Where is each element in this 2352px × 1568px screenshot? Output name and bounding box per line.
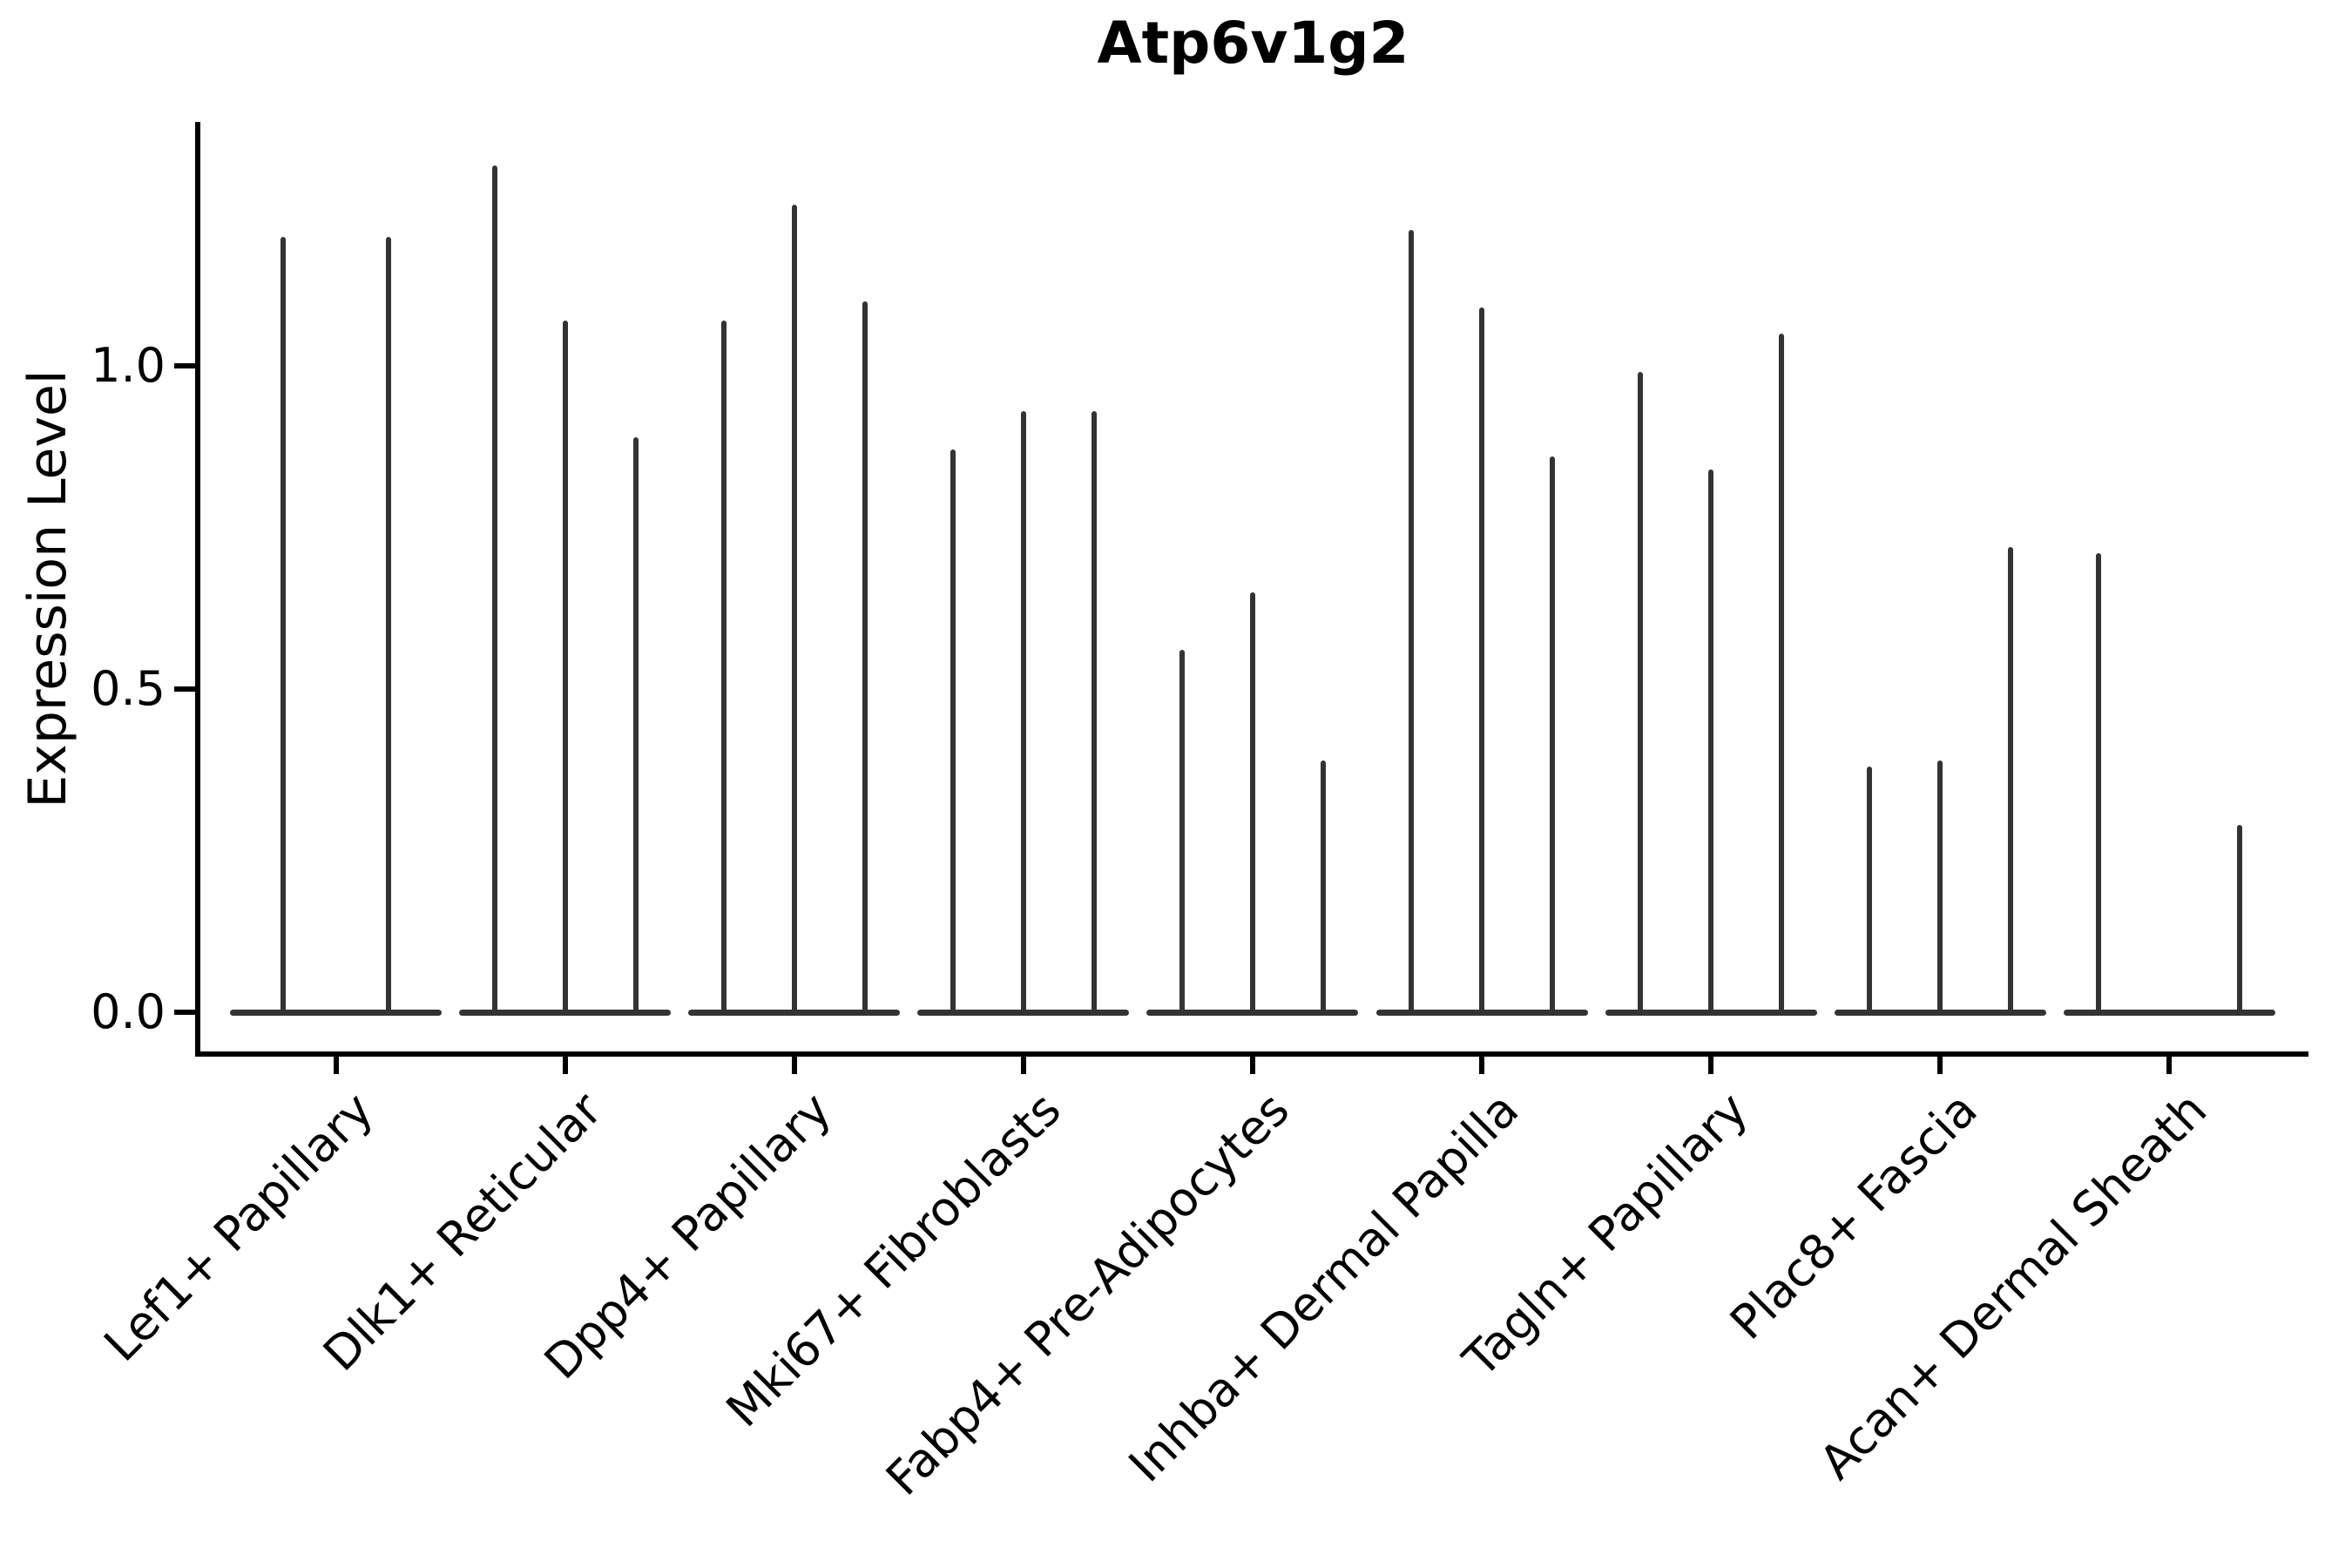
violin-spike xyxy=(1638,372,1644,1015)
violin-baseline xyxy=(2063,1009,2275,1016)
violin-spike xyxy=(950,449,956,1015)
violin-spike xyxy=(1550,456,1555,1015)
x-tick-mark xyxy=(1020,1057,1026,1074)
x-tick-label: Acan+ Dermal Sheath xyxy=(1808,1082,2217,1490)
violin-spike xyxy=(1708,469,1714,1015)
violin-spike xyxy=(1091,410,1097,1015)
violin-spike xyxy=(1779,333,1785,1015)
chart-title: Atp6v1g2 xyxy=(1097,10,1409,77)
violin-spike xyxy=(280,236,286,1015)
y-tick-mark xyxy=(174,1010,195,1015)
violin-spike xyxy=(491,165,497,1015)
x-tick-mark xyxy=(2166,1057,2173,1074)
violin-spike xyxy=(2008,546,2014,1015)
violin-spike xyxy=(1409,230,1414,1015)
violin-spike xyxy=(1479,308,1484,1015)
violin-spike xyxy=(862,301,868,1015)
x-tick-label: Plac8+ Fascia xyxy=(1719,1082,1988,1350)
violin-spike xyxy=(1179,650,1185,1015)
violin-spike xyxy=(791,204,797,1015)
y-axis-label: Expression Level xyxy=(17,369,78,808)
violin-spike xyxy=(1867,767,1873,1015)
violin-spike xyxy=(1937,760,1943,1015)
x-tick-label: Fabp4+ Pre-Adipocytes xyxy=(875,1082,1301,1506)
y-tick-label: 1.0 xyxy=(91,338,166,393)
violin-spike xyxy=(1320,760,1326,1015)
x-tick-mark xyxy=(562,1057,568,1074)
y-tick-label: 0.5 xyxy=(91,661,166,716)
violin-spike xyxy=(386,236,392,1015)
violin-spike xyxy=(632,436,639,1015)
violin-spike xyxy=(562,321,568,1015)
x-tick-label: Inhba+ Dermal Papilla xyxy=(1119,1082,1530,1493)
x-axis-spine xyxy=(195,1051,2308,1057)
violin-spike xyxy=(2237,824,2243,1015)
y-tick-mark xyxy=(174,686,195,692)
violin-spike xyxy=(1249,591,1255,1015)
x-tick-mark xyxy=(1479,1057,1484,1074)
x-tick-mark xyxy=(1708,1057,1714,1074)
x-tick-mark xyxy=(1249,1057,1255,1074)
y-tick-mark xyxy=(174,363,195,368)
x-tick-mark xyxy=(791,1057,797,1074)
y-axis-spine xyxy=(195,122,200,1057)
violin-baseline xyxy=(230,1009,442,1016)
violin-spike xyxy=(2096,553,2102,1015)
x-tick-mark xyxy=(333,1057,339,1074)
x-tick-mark xyxy=(1937,1057,1943,1074)
y-tick-label: 0.0 xyxy=(91,984,166,1039)
violin-spike xyxy=(1020,410,1026,1015)
violin-spike xyxy=(720,321,727,1015)
